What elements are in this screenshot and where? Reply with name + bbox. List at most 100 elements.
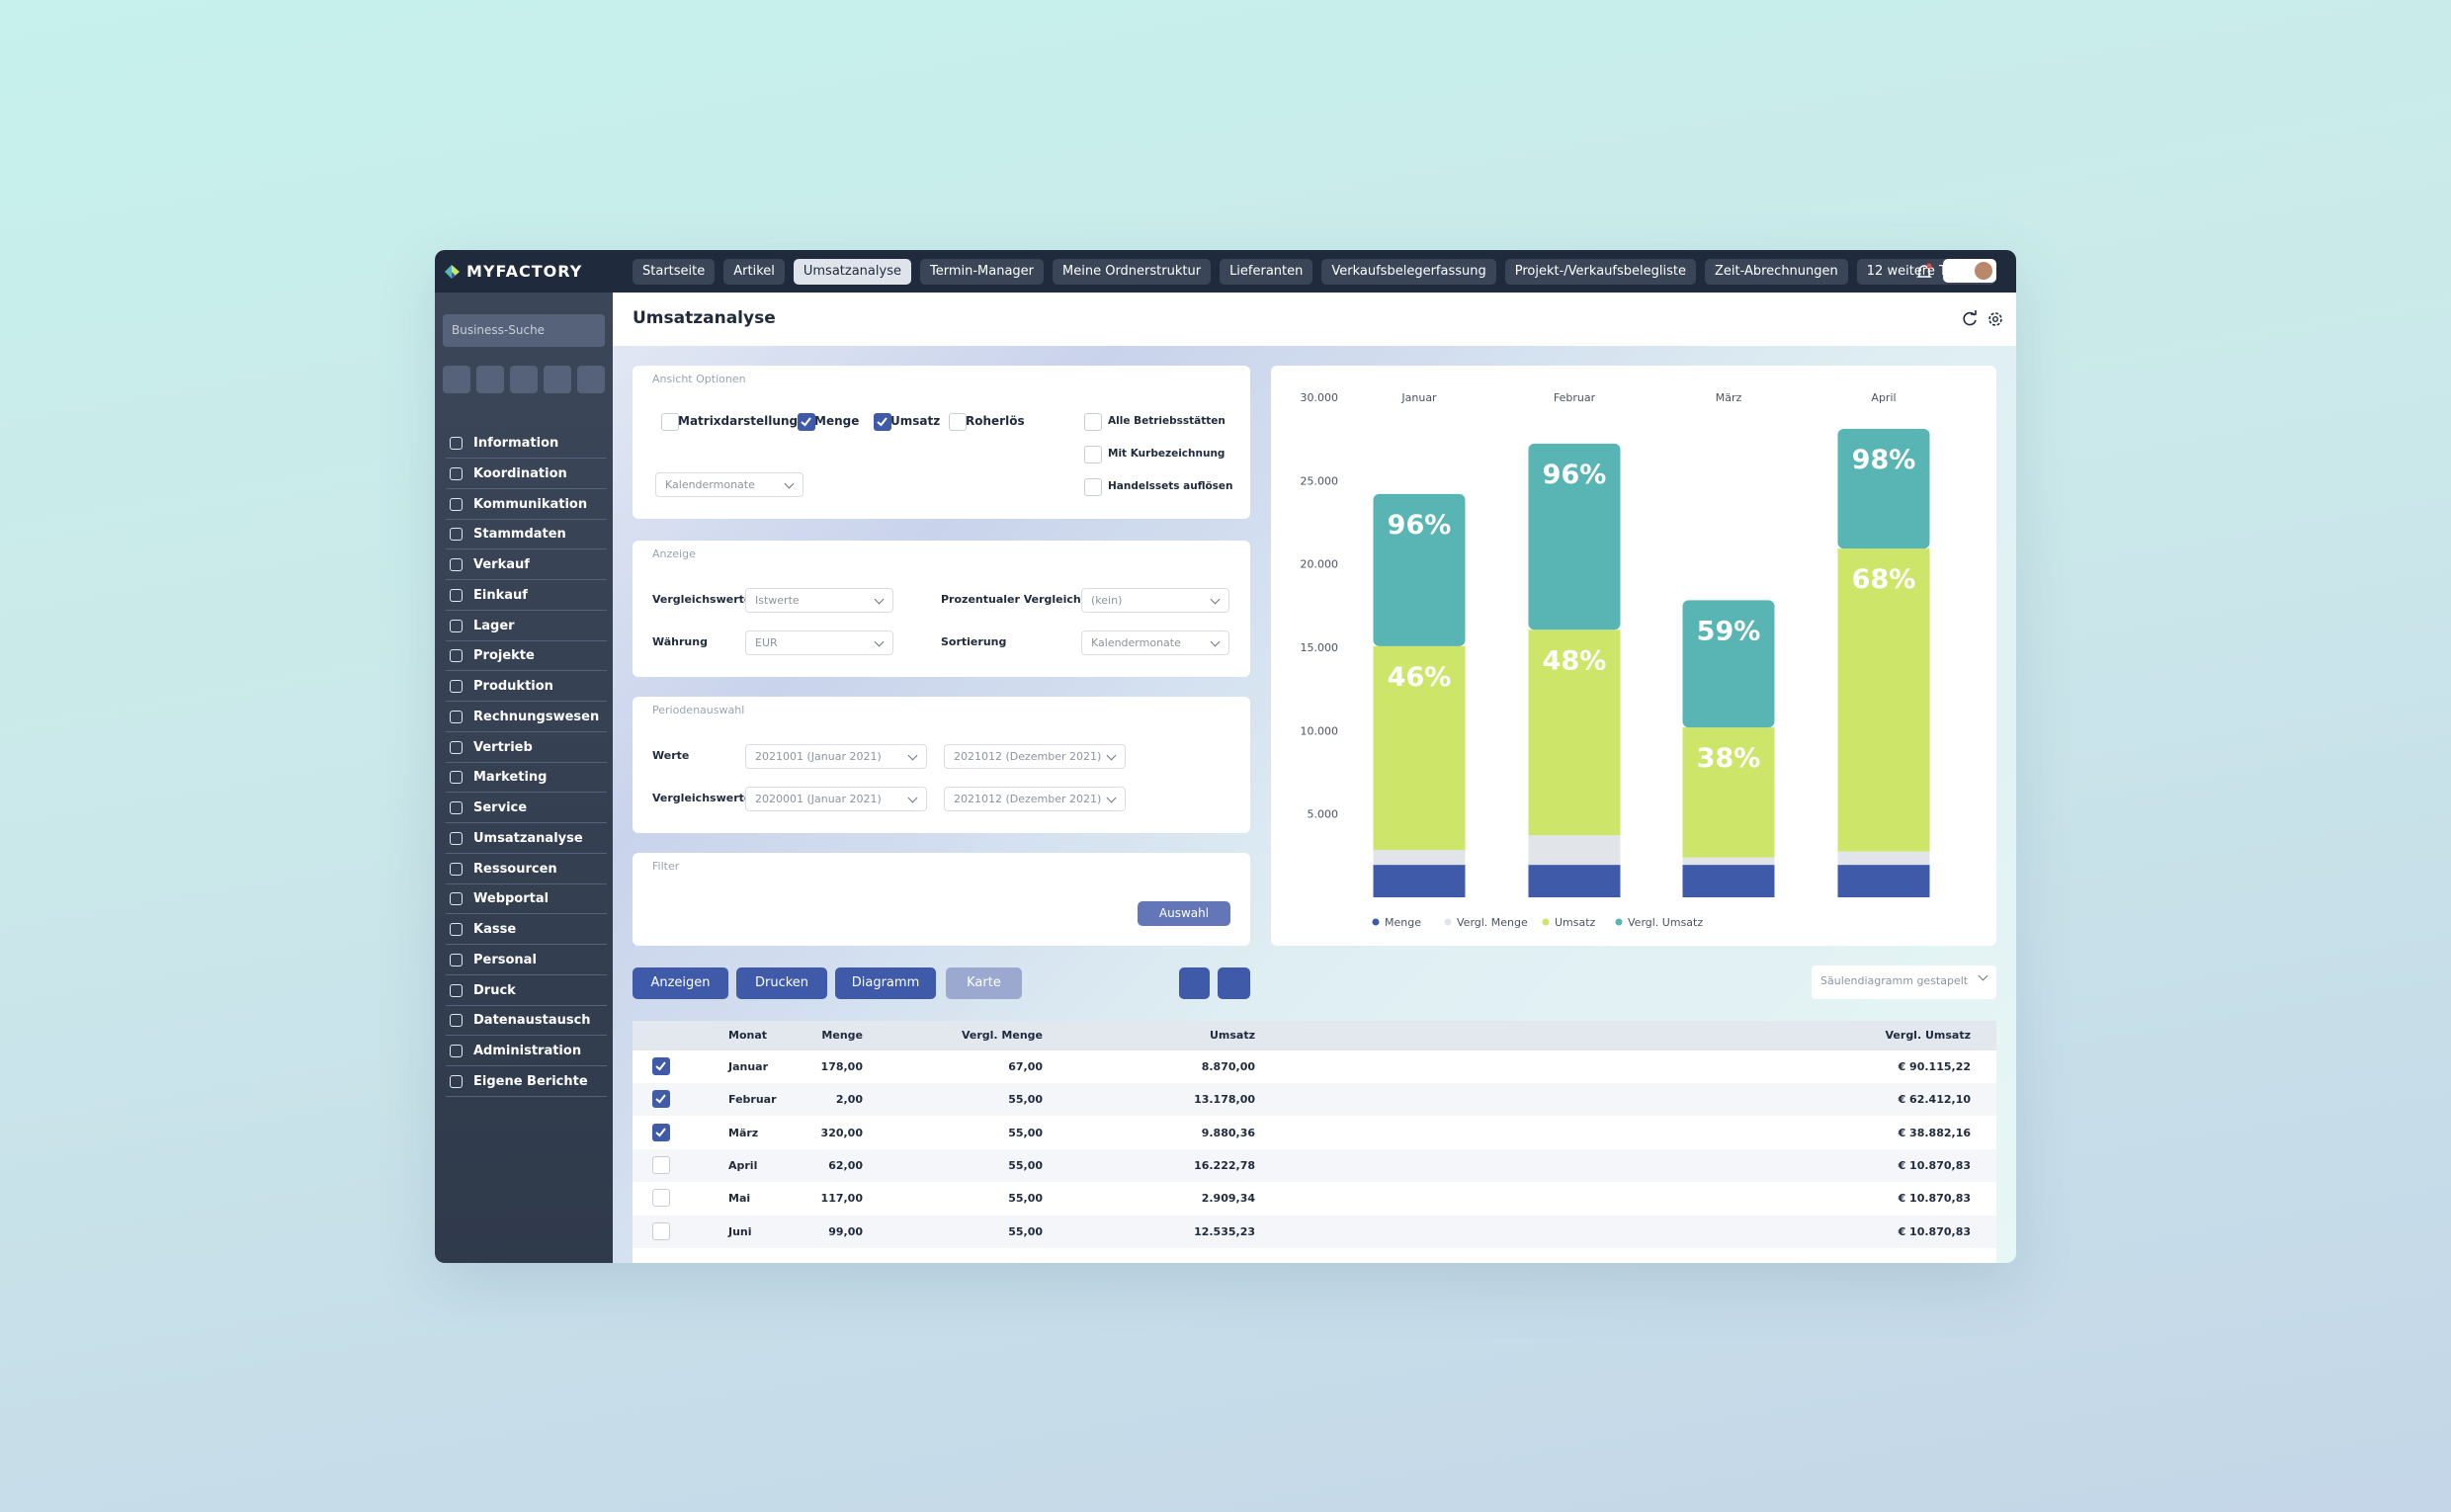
bar-annotation: 98%	[1852, 445, 1916, 475]
nav-item[interactable]: Personal	[473, 952, 537, 967]
nav-item[interactable]: Marketing	[473, 770, 548, 786]
tab[interactable]: Meine Ordnerstruktur	[1053, 259, 1212, 285]
option-checkbox[interactable]	[1084, 478, 1102, 496]
table-cell: € 38.882,16	[1898, 1126, 1971, 1139]
user-toggle[interactable]	[1943, 259, 1996, 283]
panel-title: Anzeige	[652, 547, 696, 560]
action-button[interactable]: Diagramm	[835, 967, 936, 999]
check-mark	[655, 1061, 666, 1071]
nav-item[interactable]: Webportal	[473, 891, 549, 907]
nav-item[interactable]: Einkauf	[473, 587, 528, 603]
action-button: Karte	[946, 967, 1022, 999]
chart-type-dropdown[interactable]: Säulendiagramm gestapelt	[1812, 966, 1996, 999]
nav-item[interactable]: Koordination	[473, 465, 567, 481]
field-dropdown[interactable]: Istwerte	[745, 588, 893, 613]
table-cell: 67,00	[1008, 1060, 1043, 1073]
nav-icon	[450, 740, 463, 754]
from-dropdown[interactable]: 2021001 (Januar 2021)	[745, 744, 927, 769]
panel-title: Periodenauswahl	[652, 704, 745, 716]
nav-item[interactable]: Projekte	[473, 648, 535, 664]
option-checkbox[interactable]	[798, 413, 815, 431]
column-header: Vergl. Menge	[961, 1029, 1043, 1042]
from-dropdown[interactable]: 2020001 (Januar 2021)	[745, 787, 927, 811]
nav-separator	[446, 579, 607, 581]
tab[interactable]: Lieferanten	[1220, 259, 1313, 285]
filter-button[interactable]: Auswahl	[1138, 901, 1230, 926]
tab[interactable]: Projekt-/Verkaufsbelegliste	[1504, 259, 1696, 285]
period-dropdown[interactable]: Kalendermonate	[655, 472, 803, 497]
nav-item[interactable]: Rechnungswesen	[473, 709, 600, 724]
field-dropdown[interactable]: Kalendermonate	[1081, 630, 1229, 655]
tab[interactable]: Startseite	[633, 259, 716, 285]
nav-item[interactable]: Verkauf	[473, 557, 530, 573]
row-checkbox[interactable]	[652, 1123, 670, 1141]
nav-item[interactable]: Kommunikation	[473, 496, 588, 512]
notification-bell[interactable]	[1914, 262, 1934, 282]
nav-separator	[446, 1065, 607, 1067]
to-dropdown[interactable]: 2021012 (Dezember 2021)	[944, 787, 1126, 811]
refresh-button[interactable]	[1961, 310, 1979, 328]
tab[interactable]: Artikel	[723, 259, 785, 285]
nav-item[interactable]: Vertrieb	[473, 739, 533, 755]
bar-segment	[1373, 493, 1466, 646]
option-checkbox[interactable]	[949, 413, 967, 431]
option-label: Roherlös	[966, 414, 1025, 428]
mail-button[interactable]	[443, 366, 470, 393]
nav-item[interactable]: Administration	[473, 1044, 582, 1059]
delete-button[interactable]	[1218, 967, 1250, 999]
tab[interactable]: Zeit-Abrechnungen	[1704, 259, 1848, 285]
option-label: Alle Betriebsstätten	[1108, 415, 1226, 427]
to-dropdown[interactable]: 2021012 (Dezember 2021)	[944, 744, 1126, 769]
tab[interactable]: Verkaufsbelegerfassung	[1321, 259, 1496, 285]
field-dropdown[interactable]: EUR	[745, 630, 893, 655]
option-checkbox[interactable]	[874, 413, 891, 431]
row-checkbox[interactable]	[652, 1090, 670, 1109]
field-label: Währung	[652, 635, 708, 648]
nav-item[interactable]: Kasse	[473, 922, 517, 938]
row-checkbox[interactable]	[652, 1221, 670, 1240]
nav-icon	[450, 862, 463, 876]
option-checkbox[interactable]	[1084, 413, 1102, 431]
action-button[interactable]: Anzeigen	[633, 967, 728, 999]
option-label: Menge	[814, 414, 860, 428]
bar-segment	[1373, 645, 1466, 851]
nav-separator	[446, 639, 607, 641]
field-label: Vergleichswerte	[652, 792, 752, 804]
tasks-button[interactable]	[510, 366, 538, 393]
add-button[interactable]	[577, 366, 605, 393]
category-label: Januar	[1400, 391, 1437, 404]
option-checkbox[interactable]	[661, 413, 679, 431]
nav-icon	[450, 831, 463, 845]
favorites-button[interactable]	[544, 366, 571, 393]
calendar-button[interactable]	[476, 366, 504, 393]
logo-icon	[445, 265, 460, 279]
nav-item[interactable]: Stammdaten	[473, 527, 566, 543]
row-checkbox[interactable]	[652, 1057, 670, 1075]
tab[interactable]: Termin-Manager	[919, 259, 1045, 285]
row-checkbox[interactable]	[652, 1189, 670, 1208]
settings-button[interactable]	[1986, 310, 2004, 328]
nav-item[interactable]: Umsatzanalyse	[473, 830, 583, 846]
action-button[interactable]: Drucken	[736, 967, 827, 999]
nav-separator	[446, 609, 607, 611]
nav-item[interactable]: Produktion	[473, 679, 553, 695]
search-box[interactable]: Business-Suche	[443, 314, 605, 347]
nav-item[interactable]: Lager	[473, 618, 515, 633]
nav-icon	[450, 710, 463, 723]
nav-item[interactable]: Datenaustausch	[473, 1013, 591, 1029]
page-title: Umsatzanalyse	[633, 308, 776, 328]
nav-item[interactable]: Ressourcen	[473, 861, 557, 877]
bar-segment	[1373, 850, 1466, 866]
row-checkbox[interactable]	[652, 1155, 670, 1174]
top-bar: MYFACTORY Startseite Artikel Umsatzanalyse…	[435, 250, 2016, 293]
table-cell: € 62.412,10	[1898, 1093, 1971, 1107]
field-dropdown[interactable]: (kein)	[1081, 588, 1229, 613]
nav-item[interactable]: Druck	[473, 982, 516, 998]
tab[interactable]: Umsatzanalyse	[793, 259, 911, 285]
nav-item[interactable]: Information	[473, 436, 559, 451]
nav-separator	[446, 761, 607, 763]
option-checkbox[interactable]	[1084, 446, 1102, 463]
save-button[interactable]	[1179, 967, 1210, 999]
nav-item[interactable]: Service	[473, 800, 528, 816]
nav-item[interactable]: Eigene Berichte	[473, 1073, 588, 1089]
